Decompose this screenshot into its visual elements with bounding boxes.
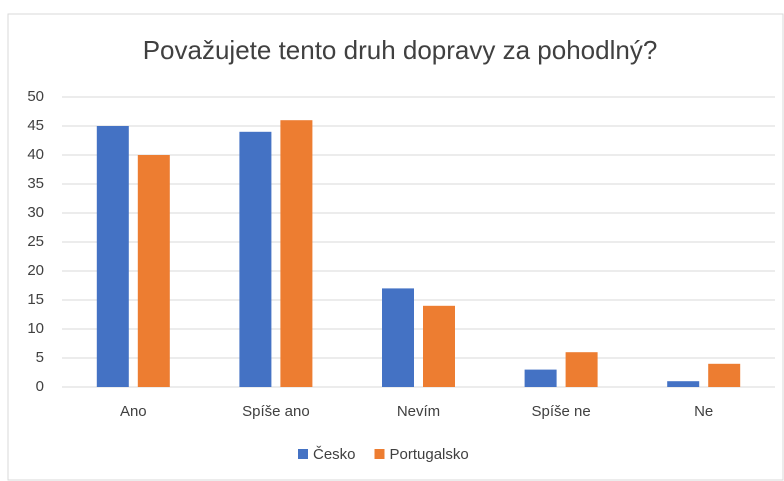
y-tick-label: 15 [27,291,44,308]
x-tick-label: Spíše ne [531,403,590,420]
y-tick-label: 10 [27,320,44,337]
y-tick-label: 50 [27,88,44,105]
y-tick-label: 40 [27,146,44,163]
y-tick-label: 25 [27,233,44,250]
y-tick-label: 0 [36,378,44,395]
chart-frame [7,13,784,481]
y-tick-label: 30 [27,204,44,221]
bar [667,381,700,387]
legend-swatch [374,449,385,459]
x-tick-label: Spíše ano [242,403,310,420]
x-tick-label: Nevím [397,403,440,420]
legend-label: Portugalsko [390,446,469,463]
bar [239,131,272,387]
bar [524,369,557,387]
bar [423,305,455,387]
bar [280,120,313,387]
legend-label: Česko [313,446,356,463]
y-tick-label: 45 [27,117,44,134]
x-tick-label: Ano [120,403,147,420]
y-tick-label: 20 [27,262,44,279]
x-tick-label: Ne [694,403,713,420]
chart-title: Považujete tento druh dopravy za pohodln… [143,35,658,65]
bar [96,126,129,387]
bar [137,155,170,387]
bar [708,363,741,387]
y-tick-label: 35 [27,175,44,192]
bar [565,352,598,387]
legend-swatch [298,449,308,459]
y-tick-label: 5 [36,349,44,366]
bar [382,288,414,387]
